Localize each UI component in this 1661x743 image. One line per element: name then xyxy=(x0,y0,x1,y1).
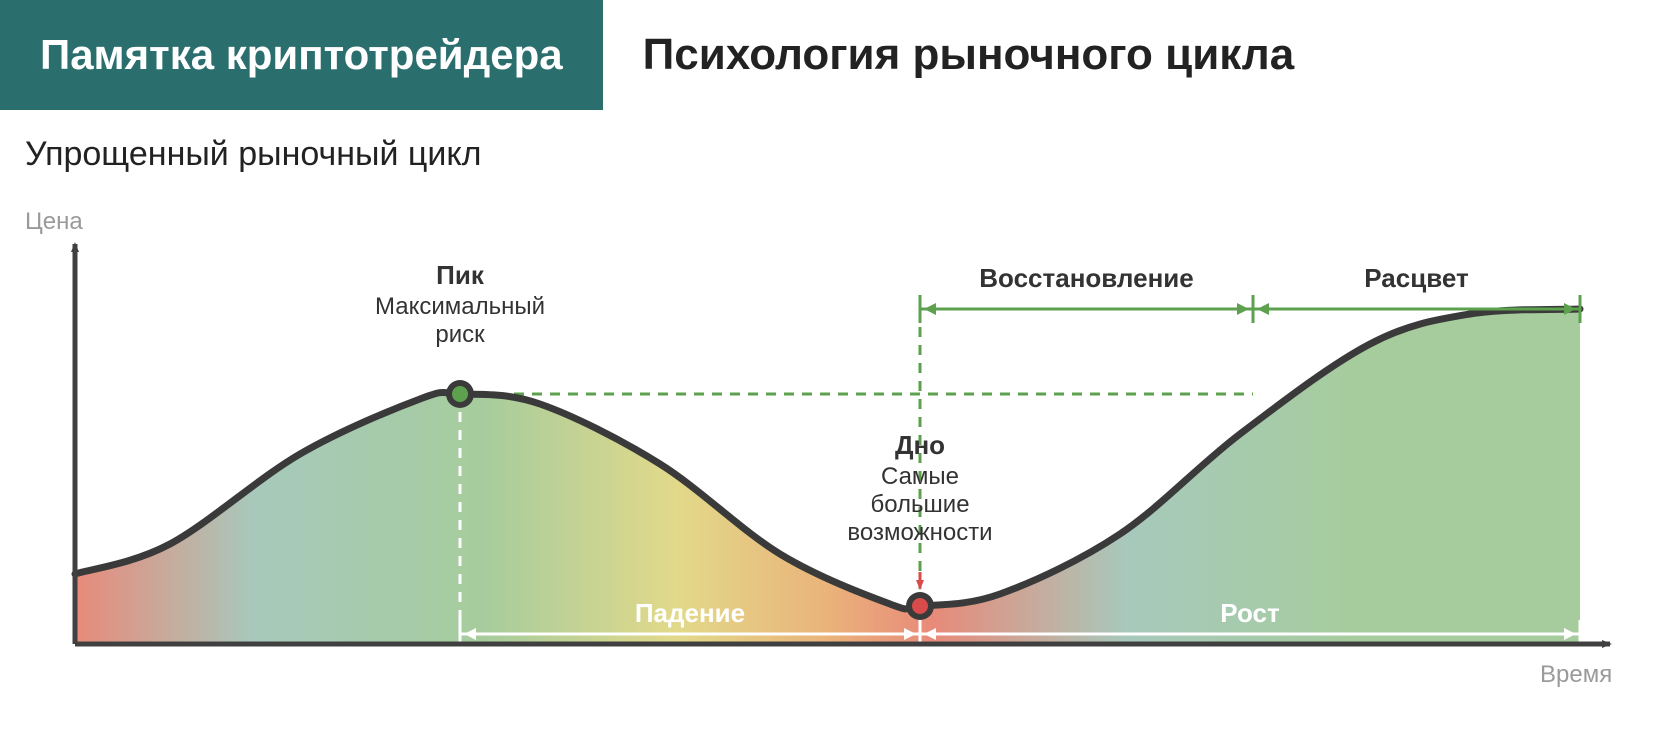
svg-text:Рост: Рост xyxy=(1220,598,1280,628)
market-cycle-chart: Падение Рост Цена Время Восстановление Расцве… xyxy=(20,174,1640,694)
range-top-0: Восстановление xyxy=(920,263,1253,323)
subtitle: Упрощенный рыночный цикл xyxy=(0,110,1661,174)
svg-text:риск: риск xyxy=(435,321,485,348)
trough-title: Дно xyxy=(895,430,945,460)
svg-text:Максимальный: Максимальный xyxy=(375,293,545,320)
svg-text:Восстановление: Восстановление xyxy=(979,263,1193,293)
x-axis-label: Время xyxy=(1540,661,1612,688)
header-badge: Памятка криптотрейдера xyxy=(0,0,603,110)
peak-title: Пик xyxy=(436,260,485,290)
svg-text:Падение: Падение xyxy=(635,598,745,628)
y-axis-label: Цена xyxy=(25,208,83,235)
svg-text:большие: большие xyxy=(870,491,969,518)
header: Памятка криптотрейдера Психология рыночн… xyxy=(0,0,1661,110)
svg-text:Самые: Самые xyxy=(881,463,959,490)
header-title: Психология рыночного цикла xyxy=(603,0,1335,110)
chart-area xyxy=(75,309,1580,644)
trough-marker xyxy=(906,592,934,620)
peak-marker xyxy=(446,380,474,408)
svg-text:Расцвет: Расцвет xyxy=(1364,263,1469,293)
svg-text:возможности: возможности xyxy=(847,519,992,546)
